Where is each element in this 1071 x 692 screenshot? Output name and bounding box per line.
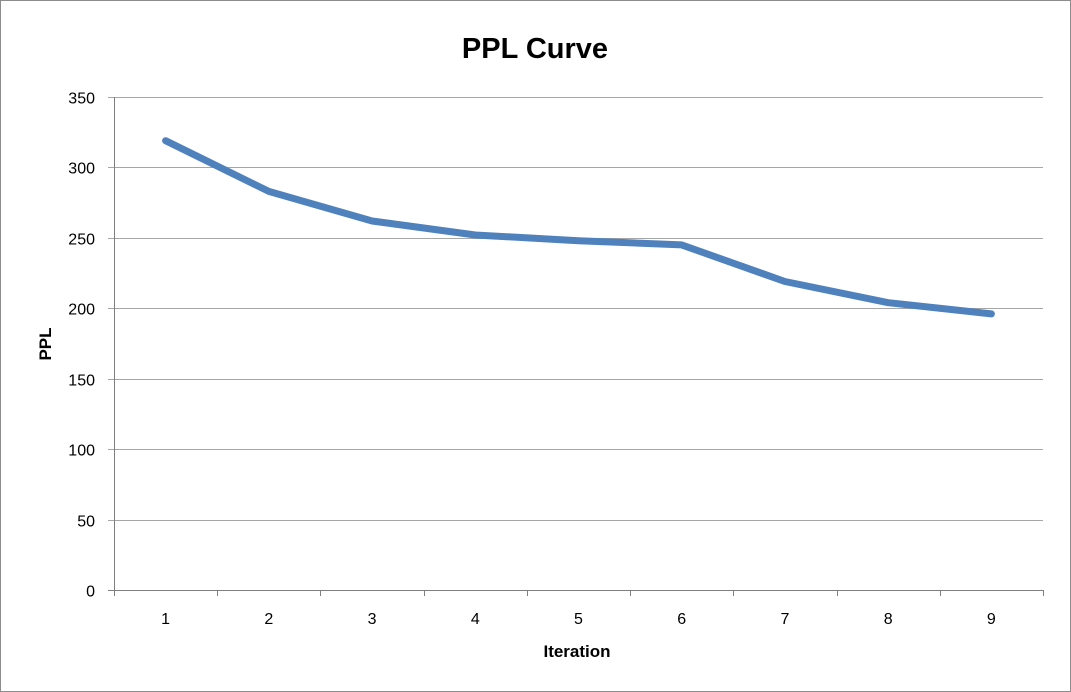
- x-tick-label: 5: [574, 611, 583, 628]
- axes: [108, 97, 1044, 596]
- series-line: [162, 137, 995, 318]
- x-tick-label: 8: [884, 611, 893, 628]
- x-tick-label: 1: [161, 611, 170, 628]
- y-tick-label: 200: [68, 302, 95, 319]
- x-tick-label: 2: [264, 611, 273, 628]
- x-tick-labels: 1 2 3 4 5 6 7 8 9: [161, 611, 996, 628]
- x-tick-label: 3: [368, 611, 377, 628]
- y-axis-label: PPL: [36, 327, 55, 360]
- x-tick-label: 7: [780, 611, 789, 628]
- x-tick-label: 6: [677, 611, 686, 628]
- x-tick-label: 9: [987, 611, 996, 628]
- y-tick-label: 50: [77, 514, 95, 531]
- y-tick-label: 150: [68, 373, 95, 390]
- gridlines: [108, 97, 1043, 521]
- chart-title: PPL Curve: [462, 33, 608, 65]
- y-tick-label: 350: [68, 91, 95, 108]
- y-tick-label: 250: [68, 232, 95, 249]
- y-tick-label: 100: [68, 443, 95, 460]
- y-tick-label: 0: [86, 584, 95, 601]
- y-tick-labels: 0 50 100 150 200 250 300 350: [68, 91, 95, 601]
- series-layer: [162, 137, 995, 318]
- y-tick-label: 300: [68, 161, 95, 178]
- x-axis-label: Iteration: [543, 642, 610, 661]
- x-tick-label: 4: [471, 611, 480, 628]
